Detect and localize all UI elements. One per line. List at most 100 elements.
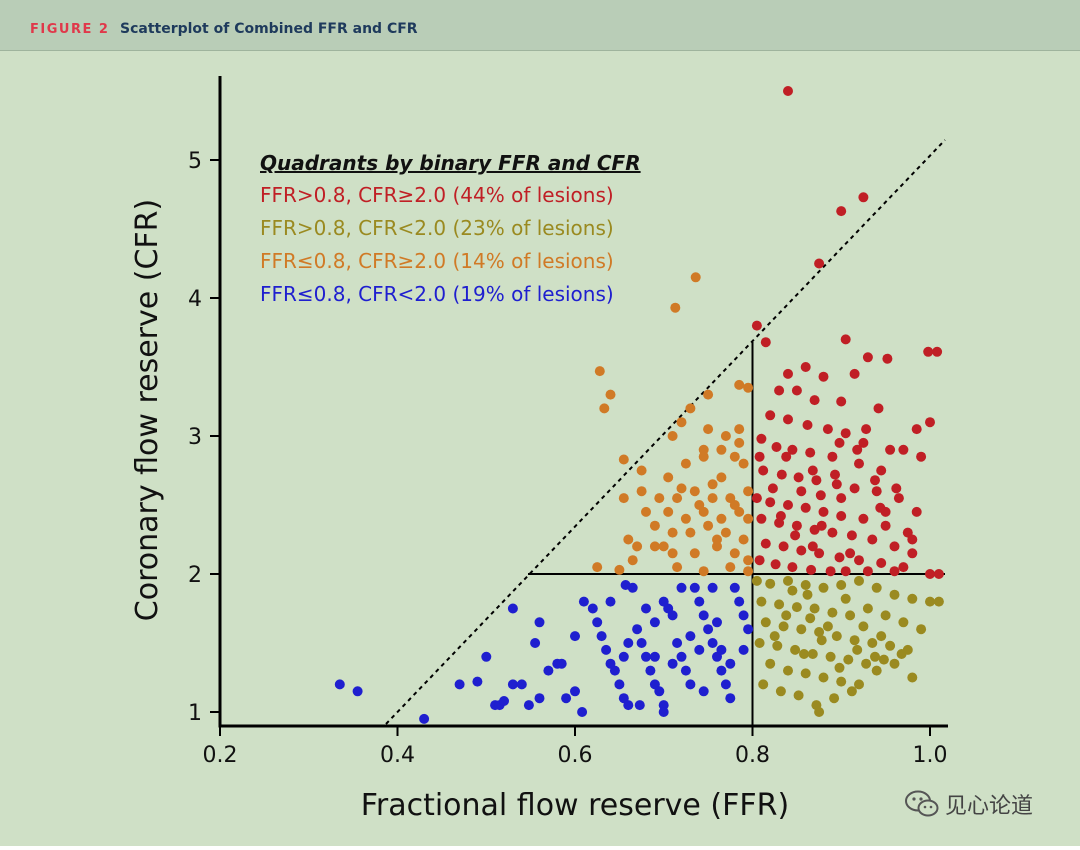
data-point: [916, 451, 927, 462]
data-point: [698, 686, 709, 697]
data-point: [632, 624, 643, 635]
data-point: [419, 713, 430, 724]
data-point: [707, 479, 718, 490]
data-point: [861, 658, 872, 669]
bottom-border: [0, 846, 1080, 850]
data-point: [836, 580, 847, 590]
data-point: [618, 493, 629, 504]
data-point: [754, 451, 765, 462]
data-point: [734, 437, 745, 448]
data-point: [925, 417, 935, 428]
series-4: [334, 580, 754, 724]
data-point: [771, 442, 782, 452]
data-point: [806, 564, 817, 575]
data-point: [712, 617, 722, 628]
data-point: [649, 541, 660, 552]
data-point: [769, 631, 780, 642]
data-point: [775, 511, 786, 521]
data-point: [751, 320, 762, 331]
data-point: [867, 638, 878, 648]
data-point: [641, 603, 651, 614]
data-point: [703, 520, 714, 531]
data-point: [725, 658, 736, 669]
data-point: [825, 651, 836, 662]
data-point: [596, 631, 607, 642]
data-point: [672, 638, 683, 648]
data-point: [783, 575, 793, 586]
data-point: [760, 337, 771, 348]
data-point: [654, 686, 665, 697]
data-point: [791, 385, 802, 396]
data-point: [594, 366, 605, 377]
x-tick-label: 0.2: [203, 743, 238, 768]
data-point: [783, 368, 793, 379]
data-point: [878, 654, 889, 665]
data-point: [716, 665, 727, 676]
data-point: [667, 658, 678, 669]
x-tick-label: 0.8: [735, 743, 770, 768]
data-point: [843, 654, 854, 665]
data-point: [889, 658, 900, 669]
data-point: [481, 651, 492, 662]
data-point: [852, 644, 863, 655]
data-point: [765, 497, 776, 508]
data-point: [852, 444, 863, 455]
data-point: [882, 353, 893, 364]
data-point: [862, 566, 873, 577]
data-point: [800, 580, 811, 590]
data-point: [834, 662, 845, 673]
legend-entry: FFR>0.8, CFR<2.0 (23% of lesions): [260, 216, 614, 240]
data-point: [787, 444, 798, 455]
data-point: [811, 475, 822, 486]
data-point: [592, 562, 603, 573]
data-point: [636, 638, 647, 648]
data-point: [570, 631, 580, 642]
data-point: [729, 500, 740, 510]
data-point: [729, 548, 740, 559]
data-point: [791, 520, 802, 531]
data-point: [836, 676, 847, 687]
data-point: [814, 627, 825, 637]
data-point: [627, 555, 638, 566]
data-point: [836, 396, 847, 407]
data-point: [703, 624, 714, 635]
axes: [210, 76, 948, 736]
data-point: [790, 644, 801, 655]
y-tick-label: 4: [188, 287, 202, 312]
data-point: [534, 693, 545, 704]
data-point: [738, 458, 749, 469]
data-point: [720, 679, 731, 690]
data-point: [685, 403, 696, 414]
data-point: [530, 638, 541, 648]
data-point: [907, 593, 918, 604]
x-tick-label: 0.6: [558, 743, 593, 768]
data-point: [685, 679, 696, 690]
data-point: [885, 444, 896, 455]
data-point: [774, 385, 785, 396]
data-point: [599, 403, 610, 414]
data-point: [760, 617, 771, 628]
data-point: [758, 465, 769, 476]
data-point: [620, 580, 631, 590]
data-point: [618, 454, 629, 465]
data-point: [667, 431, 678, 441]
data-point: [556, 658, 567, 669]
series-3: [592, 272, 754, 577]
data-point: [658, 707, 669, 717]
data-point: [825, 566, 836, 577]
data-point: [765, 658, 776, 669]
data-point: [805, 447, 816, 458]
data-point: [822, 621, 833, 632]
data-point: [534, 617, 545, 628]
data-point: [772, 640, 783, 651]
data-point: [809, 395, 820, 406]
data-point: [827, 451, 838, 462]
data-point: [738, 610, 749, 621]
data-point: [751, 493, 762, 504]
data-point: [800, 502, 811, 513]
data-point: [698, 444, 709, 455]
data-point: [818, 672, 829, 683]
data-point: [756, 513, 767, 524]
data-point: [778, 621, 789, 632]
